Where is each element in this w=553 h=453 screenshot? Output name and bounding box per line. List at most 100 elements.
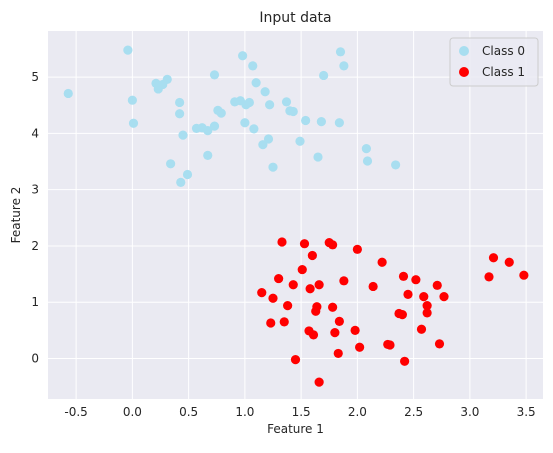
data-point-class-0 bbox=[175, 97, 185, 108]
y-tick-label: 4 bbox=[31, 126, 39, 140]
data-point-class-1 bbox=[339, 276, 349, 286]
data-point-class-1 bbox=[279, 317, 289, 327]
plot-area bbox=[48, 31, 543, 399]
chart-title: Input data bbox=[259, 10, 331, 26]
y-tick-label: 1 bbox=[31, 295, 39, 309]
y-tick-label: 2 bbox=[31, 239, 39, 253]
legend-label-class-0: Class 0 bbox=[482, 44, 525, 58]
data-point-class-0 bbox=[316, 116, 326, 127]
data-point-class-1 bbox=[290, 355, 301, 365]
data-point-class-0 bbox=[258, 140, 268, 150]
data-point-class-0 bbox=[182, 169, 193, 180]
data-point-class-0 bbox=[238, 51, 248, 61]
data-point-class-0 bbox=[265, 100, 275, 110]
data-point-class-1 bbox=[403, 289, 413, 299]
data-point-class-1 bbox=[368, 281, 378, 292]
data-point-class-0 bbox=[244, 97, 254, 108]
data-point-class-0 bbox=[248, 61, 258, 71]
data-point-class-0 bbox=[263, 134, 274, 144]
data-point-class-0 bbox=[319, 70, 329, 81]
data-point-class-0 bbox=[162, 74, 172, 84]
data-point-class-1 bbox=[314, 280, 324, 290]
data-point-class-1 bbox=[432, 280, 442, 290]
data-point-class-1 bbox=[308, 330, 319, 340]
data-point-class-1 bbox=[422, 300, 432, 311]
data-point-class-0 bbox=[260, 87, 270, 97]
x-tick-label: 2.5 bbox=[404, 405, 423, 419]
x-tick-label: 3.0 bbox=[460, 405, 479, 419]
y-tick-labels: 0 1 2 3 4 5 bbox=[31, 70, 39, 365]
data-point-class-1 bbox=[422, 308, 432, 318]
data-point-class-1 bbox=[385, 340, 395, 350]
data-point-class-1 bbox=[328, 302, 338, 312]
y-tick-label: 3 bbox=[31, 183, 39, 197]
data-point-class-0 bbox=[335, 47, 346, 57]
legend: Class 0 Class 1 bbox=[449, 37, 539, 87]
data-point-class-1 bbox=[314, 377, 324, 387]
x-axis-label: Feature 1 bbox=[267, 422, 324, 436]
data-point-class-1 bbox=[274, 273, 284, 284]
data-point-class-1 bbox=[312, 302, 322, 312]
data-point-class-1 bbox=[439, 291, 449, 302]
data-point-class-1 bbox=[416, 324, 427, 334]
data-point-class-1 bbox=[355, 342, 365, 352]
data-point-class-1 bbox=[288, 280, 298, 290]
data-point-class-0 bbox=[251, 78, 261, 88]
data-point-class-1 bbox=[299, 239, 310, 249]
data-point-class-0 bbox=[334, 118, 344, 128]
data-point-class-0 bbox=[203, 150, 213, 160]
data-point-class-1 bbox=[434, 339, 445, 349]
data-point-class-0 bbox=[301, 115, 311, 126]
y-tick-label: 5 bbox=[31, 70, 39, 84]
y-tick-label: 0 bbox=[31, 351, 39, 365]
x-tick-label: 0.5 bbox=[179, 405, 198, 419]
data-points bbox=[63, 45, 529, 387]
x-tick-label: 1.0 bbox=[235, 405, 254, 419]
data-point-class-1 bbox=[277, 237, 287, 247]
data-point-class-0 bbox=[240, 118, 250, 128]
data-point-class-0 bbox=[216, 108, 226, 118]
data-point-class-0 bbox=[361, 144, 371, 154]
y-axis-label: Feature 2 bbox=[9, 187, 23, 244]
data-point-class-1 bbox=[488, 253, 499, 263]
data-point-class-0 bbox=[295, 136, 305, 146]
legend-box bbox=[449, 37, 539, 87]
data-point-class-0 bbox=[176, 177, 186, 187]
data-point-class-1 bbox=[397, 309, 407, 320]
data-point-class-0 bbox=[288, 106, 298, 117]
data-point-class-0 bbox=[178, 130, 188, 140]
data-point-class-1 bbox=[377, 257, 387, 267]
x-tick-label: 1.5 bbox=[292, 405, 311, 419]
data-point-class-0 bbox=[249, 124, 259, 134]
data-point-class-1 bbox=[266, 318, 276, 328]
data-point-class-0 bbox=[128, 118, 139, 128]
data-point-class-1 bbox=[257, 288, 267, 298]
data-point-class-1 bbox=[334, 316, 344, 326]
x-tick-label: 2.0 bbox=[348, 405, 367, 419]
data-point-class-0 bbox=[268, 162, 278, 172]
data-point-class-0 bbox=[123, 45, 133, 55]
data-point-class-0 bbox=[391, 160, 401, 170]
x-tick-label: 3.5 bbox=[517, 405, 536, 419]
x-tick-label: 0.0 bbox=[123, 405, 142, 419]
data-point-class-1 bbox=[297, 264, 307, 275]
legend-label-class-1: Class 1 bbox=[482, 65, 525, 79]
data-point-class-0 bbox=[209, 70, 220, 80]
data-point-class-0 bbox=[63, 88, 73, 99]
data-point-class-1 bbox=[333, 348, 343, 359]
data-point-class-0 bbox=[339, 61, 349, 71]
data-point-class-1 bbox=[328, 240, 338, 250]
data-point-class-1 bbox=[400, 356, 410, 366]
data-point-class-1 bbox=[283, 300, 293, 311]
data-point-class-1 bbox=[519, 270, 529, 280]
data-point-class-1 bbox=[330, 328, 340, 338]
data-point-class-0 bbox=[203, 125, 213, 136]
data-point-class-1 bbox=[305, 284, 315, 294]
data-point-class-0 bbox=[175, 109, 185, 119]
data-point-class-0 bbox=[362, 156, 373, 166]
data-point-class-1 bbox=[484, 272, 494, 282]
data-point-class-0 bbox=[166, 159, 176, 169]
data-point-class-1 bbox=[398, 271, 409, 281]
x-tick-labels: -0.5 0.0 0.5 1.0 1.5 2.0 2.5 3.0 3.5 bbox=[64, 405, 535, 419]
